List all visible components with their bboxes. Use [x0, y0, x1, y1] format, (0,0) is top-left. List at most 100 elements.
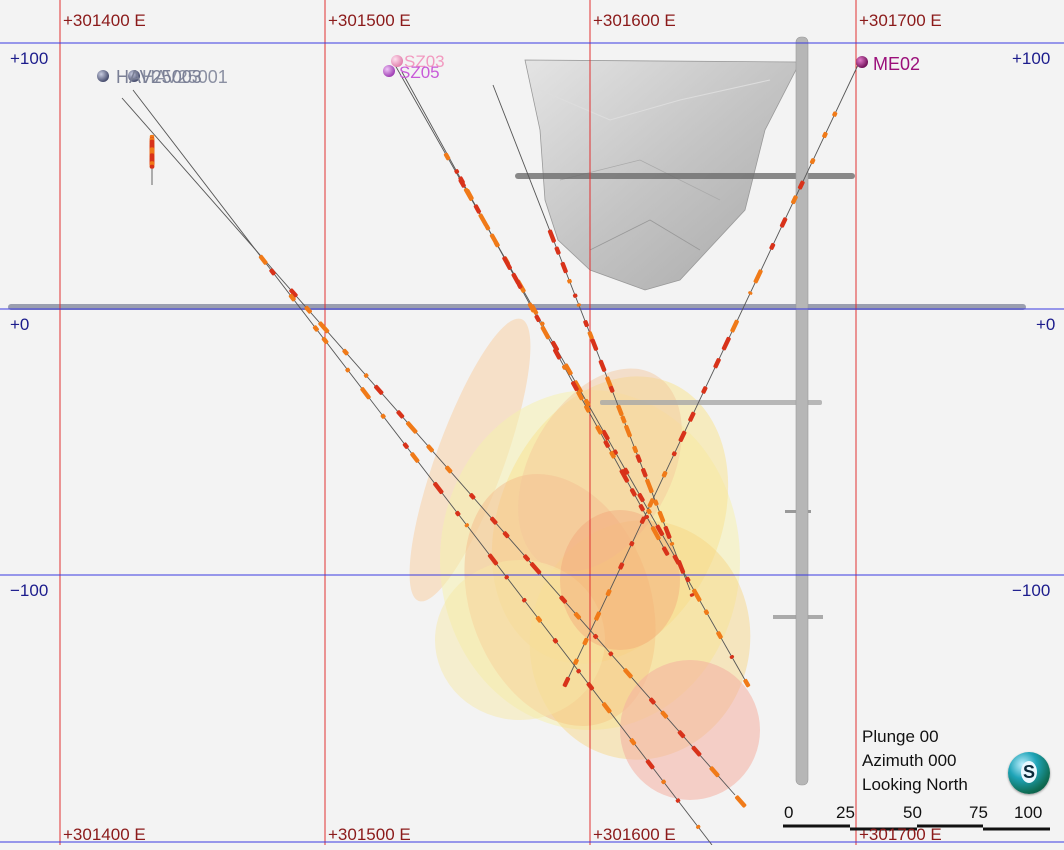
assay-interval: [629, 488, 637, 497]
assay-interval: [554, 246, 561, 255]
view-orientation-info: Plunge 00 Azimuth 000 Looking North: [862, 725, 968, 797]
assay-interval: [692, 588, 702, 602]
assay-interval: [743, 678, 751, 688]
assay-interval: [753, 269, 763, 284]
assay-interval: [511, 272, 521, 285]
assay-interval: [586, 682, 595, 691]
assay-interval: [646, 508, 652, 515]
compass-letter: S: [1021, 761, 1037, 783]
assay-interval: [576, 303, 581, 307]
assay-interval: [716, 631, 723, 640]
assay-interval: [539, 321, 545, 326]
elevation-label-right: +100: [1012, 49, 1051, 68]
assay-interval: [663, 525, 672, 539]
assay-interval: [493, 240, 500, 248]
assay-interval: [469, 493, 476, 500]
assay-interval: [318, 321, 330, 334]
assay-interval: [635, 454, 642, 463]
assay-interval: [791, 195, 798, 205]
assay-interval: [701, 386, 708, 394]
assay-interval: [590, 338, 599, 351]
infrastructure: [8, 36, 1026, 786]
assay-interval: [502, 256, 512, 270]
compass-icon[interactable]: S: [1008, 752, 1050, 794]
collar-marker-me02[interactable]: [856, 56, 868, 68]
assay-interval: [582, 637, 589, 646]
collar-marker-hav25001[interactable]: [128, 70, 140, 82]
assay-interval: [713, 358, 721, 369]
assay-interval: [345, 367, 351, 373]
collar-label-hav25001[interactable]: HAV25001: [142, 67, 228, 87]
assay-intervals: [149, 111, 838, 829]
scale-tick-label: 75: [969, 803, 988, 822]
collar-marker-hav25003[interactable]: [97, 70, 109, 82]
collar-label-sz05[interactable]: SZ05: [399, 63, 440, 82]
assay-interval: [629, 541, 635, 547]
assay-interval: [641, 468, 648, 478]
scale-bar: [783, 824, 1050, 831]
scale-tick-label: 25: [836, 803, 855, 822]
assay-interval: [522, 597, 527, 603]
assay-interval: [639, 516, 646, 524]
assay-interval: [594, 611, 602, 621]
assay-interval: [529, 562, 542, 575]
assay-interval: [396, 410, 405, 419]
assay-interval: [374, 384, 384, 395]
assay-interval: [534, 314, 541, 323]
collar-marker-sz03[interactable]: [391, 55, 403, 67]
assay-interval: [650, 526, 661, 541]
easting-label-bottom: +301600 E: [593, 825, 676, 844]
assay-interval: [149, 164, 155, 169]
assay-interval: [623, 668, 633, 679]
assay-interval: [464, 523, 469, 528]
easting-label-top: +301700 E: [859, 11, 942, 30]
assay-interval: [573, 612, 582, 620]
assay-interval: [289, 288, 298, 298]
assay-interval: [552, 348, 562, 360]
assay-interval: [677, 730, 686, 739]
assay-interval: [638, 504, 645, 512]
elevation-label-left: −100: [10, 581, 49, 600]
assay-interval: [618, 562, 625, 570]
assay-interval: [676, 560, 685, 571]
assay-interval: [671, 451, 677, 457]
assay-interval: [426, 444, 434, 453]
assay-interval: [661, 779, 666, 785]
collar-label-sz03[interactable]: SZ03: [404, 52, 445, 71]
assay-interval: [312, 325, 319, 332]
collar-marker-sz05[interactable]: [383, 65, 395, 77]
assay-interval: [624, 424, 632, 438]
assay-interval: [584, 404, 591, 413]
assay-interval: [647, 498, 655, 508]
assay-interval: [645, 759, 655, 770]
assay-interval: [593, 633, 599, 640]
collars[interactable]: [97, 55, 868, 82]
assay-interval: [433, 481, 444, 495]
assay-interval: [649, 697, 656, 705]
assay-interval: [619, 469, 630, 483]
collar-label-hav25003[interactable]: HAV25003: [116, 67, 202, 87]
assay-interval: [540, 325, 551, 340]
assay-interval: [632, 445, 639, 454]
assay-interval: [567, 278, 572, 284]
assay-interval: [809, 158, 816, 165]
assay-interval: [487, 553, 499, 566]
assay-interval: [661, 471, 668, 478]
assay-interval: [576, 668, 581, 674]
elevation-label-right: −100: [1012, 581, 1051, 600]
assay-interval: [484, 224, 491, 231]
azimuth-text: Azimuth 000: [862, 751, 957, 770]
assay-interval: [729, 654, 735, 659]
assay-interval: [608, 385, 615, 393]
assay-interval: [691, 745, 702, 757]
collar-label-me02[interactable]: ME02: [873, 54, 921, 74]
assay-interval: [465, 188, 474, 201]
assay-interval: [609, 450, 616, 459]
easting-label-top: +301500 E: [328, 11, 411, 30]
assay-interval: [734, 795, 747, 808]
assay-interval: [502, 531, 510, 539]
assay-interval: [560, 261, 568, 274]
assay-interval: [527, 302, 536, 313]
